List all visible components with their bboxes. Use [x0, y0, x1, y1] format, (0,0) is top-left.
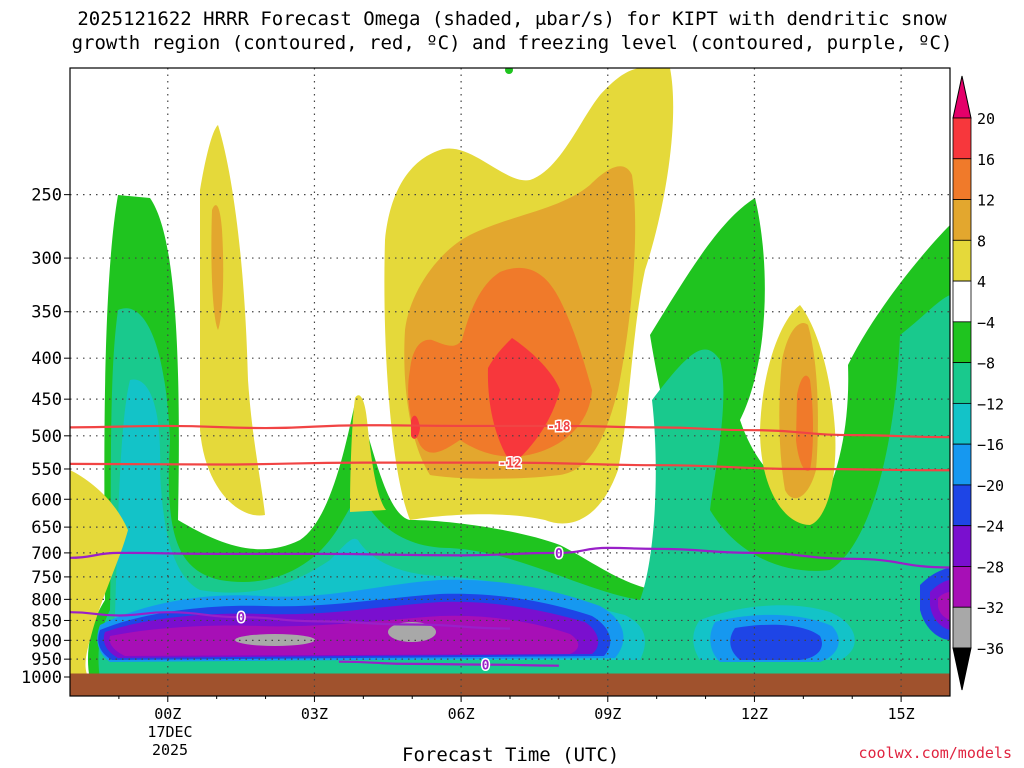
- y-tick-label: 850: [31, 611, 62, 631]
- gridlines: [70, 68, 950, 696]
- colorbar-label: −4: [977, 314, 995, 332]
- colorbar-bin: [952, 362, 972, 404]
- x-axis-label: Forecast Time (UTC): [402, 744, 620, 766]
- colorbar-bin: [952, 117, 972, 160]
- omega-plume-orange: [796, 375, 813, 471]
- omega-core-red: [411, 415, 420, 439]
- colorbar: 20 16 12 8 4 −4 −8 −12 −16 −20 −24 −28 −32 −36: [952, 75, 1004, 691]
- contour-line: [70, 611, 511, 630]
- contour-label: 0: [482, 659, 490, 674]
- credit-link[interactable]: coolwx.com/models: [858, 744, 1012, 762]
- contour-label: 0: [555, 547, 563, 562]
- omega-core-red: [487, 338, 560, 465]
- y-tick-label: 500: [31, 427, 62, 447]
- colorbar-bin: [952, 239, 972, 282]
- contour-line: [70, 461, 950, 472]
- y-tick-label: 900: [31, 631, 62, 651]
- contours: -18 -12 0 0 0: [70, 418, 950, 675]
- omega-shading: [70, 68, 950, 696]
- y-tick-label: 400: [31, 349, 62, 369]
- colorbar-label: −36: [977, 640, 1004, 658]
- contour-label: -18: [547, 420, 571, 435]
- omega-core-gray: [388, 622, 436, 642]
- colorbar-bin: [952, 606, 972, 649]
- date-label-day: 17DEC: [147, 723, 192, 741]
- y-tick-label: 750: [31, 568, 62, 588]
- x-tick-label: 00Z: [154, 705, 181, 723]
- y-axis: 2503003504004505005506006507007508008509…: [21, 186, 70, 688]
- x-tick-label: 03Z: [301, 705, 328, 723]
- contour-label: -12: [498, 457, 521, 472]
- contour-line: [338, 660, 559, 667]
- chart-title: 2025121622 HRRR Forecast Omega (shaded, …: [77, 8, 947, 30]
- y-tick-label: 250: [31, 186, 62, 206]
- contour-line: [70, 424, 950, 439]
- y-tick-label: 950: [31, 650, 62, 670]
- colorbar-bin: [952, 280, 972, 323]
- colorbar-label: −16: [977, 436, 1004, 454]
- chart-title-line2: growth region (contoured, red, ºC) and f…: [71, 32, 953, 54]
- colorbar-bin: [952, 402, 972, 445]
- y-tick-label: 550: [31, 460, 62, 480]
- y-tick-label: 800: [31, 590, 62, 610]
- colorbar-bin: [952, 566, 972, 608]
- x-tick-label: 09Z: [594, 705, 621, 723]
- colorbar-label: −28: [977, 558, 1004, 576]
- colorbar-label: 8: [977, 232, 986, 250]
- y-tick-label: 350: [31, 303, 62, 323]
- colorbar-label: 20: [977, 110, 995, 128]
- x-tick-label: 12Z: [741, 705, 768, 723]
- contour-line: [70, 546, 950, 569]
- ground: [70, 673, 950, 696]
- colorbar-bin: [952, 443, 972, 486]
- colorbar-top-arrow: [952, 75, 972, 119]
- y-tick-label: 1000: [21, 668, 62, 688]
- colorbar-label: 12: [977, 192, 995, 210]
- colorbar-bottom-arrow: [952, 647, 972, 691]
- colorbar-label: −20: [977, 477, 1004, 495]
- colorbar-bin: [952, 484, 972, 527]
- colorbar-label: −8: [977, 355, 995, 373]
- y-tick-label: 700: [31, 544, 62, 564]
- omega-top-green: [505, 68, 513, 74]
- omega-band-cyan: [113, 379, 855, 660]
- x-tick-label: 15Z: [888, 705, 915, 723]
- colorbar-bin: [952, 321, 972, 364]
- omega-band-violet: [109, 592, 950, 656]
- y-tick-label: 300: [31, 249, 62, 269]
- x-tick-label: 06Z: [448, 705, 475, 723]
- omega-plume-yellow: [200, 125, 265, 516]
- colorbar-label: −24: [977, 518, 1004, 536]
- y-tick-label: 600: [31, 490, 62, 510]
- contour-label: 0: [237, 611, 245, 626]
- colorbar-bin: [952, 199, 972, 241]
- colorbar-label: 4: [977, 273, 986, 291]
- colorbar-label: −32: [977, 599, 1004, 617]
- colorbar-bin: [952, 158, 972, 200]
- x-axis: 00Z 03Z 06Z 09Z 12Z 15Z: [118, 696, 915, 723]
- date-label-year: 2025: [152, 741, 188, 759]
- colorbar-label: 16: [977, 151, 995, 169]
- y-tick-label: 450: [31, 390, 62, 410]
- colorbar-bin: [952, 525, 972, 567]
- omega-plume-orange-light: [211, 205, 224, 330]
- omega-plume-yellow: [70, 470, 128, 680]
- y-tick-label: 650: [31, 518, 62, 538]
- omega-core-gray: [235, 634, 315, 646]
- colorbar-label: −12: [977, 395, 1004, 413]
